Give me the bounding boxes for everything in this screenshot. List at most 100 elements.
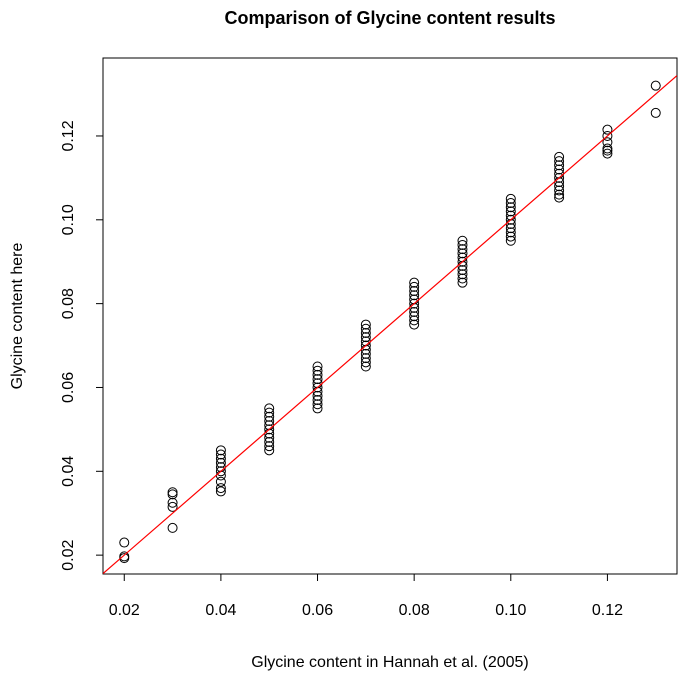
point <box>360 348 371 359</box>
y-tick-label: 0.10 <box>60 204 77 235</box>
x-tick-label: 0.08 <box>399 602 430 619</box>
point <box>215 449 226 460</box>
point <box>505 198 516 209</box>
point <box>409 307 420 318</box>
point <box>602 137 613 148</box>
point <box>264 441 275 452</box>
point <box>312 399 323 410</box>
point <box>505 202 516 213</box>
point <box>409 290 420 301</box>
point <box>215 453 226 464</box>
point <box>602 124 613 135</box>
point <box>409 315 420 326</box>
point <box>457 269 468 280</box>
point <box>505 214 516 225</box>
x-tick-label: 0.02 <box>109 602 140 619</box>
point <box>360 353 371 364</box>
point <box>264 407 275 418</box>
point <box>360 361 371 372</box>
y-axis-label: Glycine content here <box>9 243 26 390</box>
point <box>167 497 178 508</box>
y-tick-label: 0.12 <box>60 120 77 151</box>
point <box>602 143 613 154</box>
point <box>119 537 130 548</box>
point <box>360 340 371 351</box>
point <box>554 185 565 196</box>
point <box>264 403 275 414</box>
point <box>409 281 420 292</box>
point <box>457 256 468 267</box>
point <box>554 172 565 183</box>
x-tick-label: 0.04 <box>205 602 236 619</box>
point <box>457 235 468 246</box>
point <box>167 487 178 498</box>
point <box>312 403 323 414</box>
point <box>554 164 565 175</box>
point <box>167 489 178 500</box>
point <box>215 445 226 456</box>
point <box>312 390 323 401</box>
point <box>554 160 565 171</box>
point <box>167 501 178 512</box>
plot-area <box>103 75 677 574</box>
point <box>312 374 323 385</box>
point <box>505 235 516 246</box>
point <box>409 319 420 330</box>
point <box>505 231 516 242</box>
point <box>650 107 661 118</box>
point <box>264 411 275 422</box>
point <box>505 223 516 234</box>
point <box>215 457 226 468</box>
x-tick-label: 0.06 <box>302 602 333 619</box>
point <box>360 327 371 338</box>
y-tick-label: 0.06 <box>60 372 77 403</box>
point <box>650 80 661 91</box>
x-axis-label: Glycine content in Hannah et al. (2005) <box>251 654 529 671</box>
point <box>554 192 565 203</box>
point <box>264 436 275 447</box>
point <box>215 483 226 494</box>
point <box>409 298 420 309</box>
point <box>312 395 323 406</box>
point <box>602 148 613 159</box>
point <box>457 239 468 250</box>
point <box>360 323 371 334</box>
point <box>409 286 420 297</box>
x-tick-label: 0.10 <box>495 602 526 619</box>
point <box>360 332 371 343</box>
point <box>457 244 468 255</box>
point <box>312 369 323 380</box>
point <box>215 466 226 477</box>
point <box>215 486 226 497</box>
point <box>312 361 323 372</box>
point <box>505 227 516 238</box>
y-tick-label: 0.04 <box>60 456 77 487</box>
point <box>457 248 468 259</box>
point <box>554 189 565 200</box>
point <box>312 365 323 376</box>
point <box>264 416 275 427</box>
reference-line <box>103 75 677 574</box>
chart-title: Comparison of Glycine content results <box>224 8 555 28</box>
point <box>360 357 371 368</box>
plot-frame <box>102 57 678 575</box>
point <box>505 206 516 217</box>
point <box>409 277 420 288</box>
point <box>457 265 468 276</box>
point <box>457 273 468 284</box>
point <box>264 445 275 456</box>
point <box>264 432 275 443</box>
point <box>409 311 420 322</box>
point <box>554 151 565 162</box>
y-tick-label: 0.02 <box>60 539 77 570</box>
point <box>312 382 323 393</box>
point <box>360 319 371 330</box>
point <box>167 522 178 533</box>
point <box>457 277 468 288</box>
point <box>119 551 130 562</box>
point <box>602 130 613 141</box>
point <box>215 476 226 487</box>
point <box>554 156 565 167</box>
point <box>505 193 516 204</box>
